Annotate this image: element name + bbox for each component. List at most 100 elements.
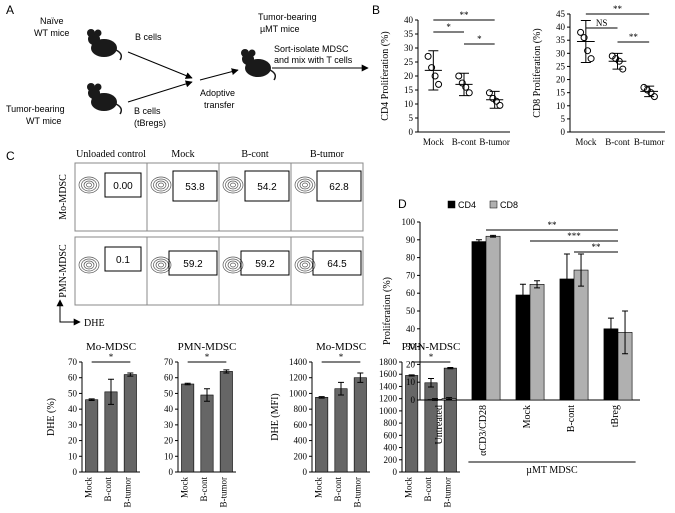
y-tick-label: 70: [68, 357, 78, 367]
gate: [316, 170, 362, 202]
y-tick-label: 20: [406, 359, 416, 369]
x-tick-label: Mock: [84, 477, 94, 498]
significance-label: ***: [567, 231, 581, 241]
error-bar: [428, 50, 439, 91]
group-label: µMT MDSC: [526, 465, 578, 476]
x-tick-label: B-tumor: [479, 137, 510, 147]
x-tick-label: B-tumor: [218, 477, 228, 508]
error-bar: [607, 317, 614, 340]
y-tick-label: 10: [404, 99, 414, 109]
error-bar: [447, 367, 454, 370]
data-point: [580, 34, 588, 42]
error-bar: [127, 372, 134, 377]
schematic-text: (tBregs): [134, 118, 166, 128]
contour: [81, 178, 97, 192]
y-tick-label: 25: [556, 61, 566, 71]
y-tick-label: 30: [406, 342, 416, 352]
contour: [230, 182, 236, 188]
x-tick-label: B-cont: [605, 137, 630, 147]
bar: [529, 283, 545, 401]
y-tick-label: 1200: [379, 394, 398, 404]
y-tick-label: 1800: [379, 357, 398, 367]
contour: [83, 180, 95, 190]
x-tick-label: tBreg: [610, 405, 621, 427]
error-bar: [475, 239, 482, 244]
y-tick-label: 200: [384, 455, 398, 465]
bar: [123, 374, 137, 473]
mouse-icon: [241, 49, 277, 81]
contour: [297, 178, 313, 192]
chart-title: PMN-MDSC: [178, 341, 237, 353]
y-tick-label: 400: [384, 443, 398, 453]
contour: [150, 256, 172, 274]
contour: [158, 262, 164, 268]
error-bar: [357, 372, 364, 383]
y-tick-label: 0: [409, 127, 414, 137]
x-tick-label: Untreated: [434, 405, 445, 444]
y-tick-label: 20: [164, 436, 174, 446]
error-bar: [490, 234, 497, 238]
y-tick-label: 1600: [379, 369, 398, 379]
contour: [222, 176, 244, 194]
x-tick-label: B-cont: [423, 477, 433, 502]
y-tick-label: 70: [164, 357, 174, 367]
contour: [294, 176, 316, 194]
significance-label: NS: [596, 18, 608, 28]
legend-swatch: [447, 200, 456, 209]
plot-frame: [218, 236, 292, 306]
significance-label: *: [429, 352, 434, 362]
error-bar: [408, 374, 415, 377]
y-tick-label: 80: [406, 253, 416, 263]
legend-label: CD8: [500, 200, 518, 210]
significance-label: **: [613, 4, 623, 14]
x-tick-label: Mock: [423, 137, 444, 147]
error-bar: [204, 388, 210, 402]
contour: [299, 260, 311, 270]
panel-label: A: [6, 3, 14, 17]
bar: [573, 269, 589, 401]
y-tick-label: 30: [404, 43, 414, 53]
error-bar: [428, 378, 434, 388]
significance-label: **: [629, 32, 639, 42]
y-tick-label: 10: [556, 101, 566, 111]
x-tick-label: B-cont: [333, 477, 343, 502]
y-tick-label: 1400: [379, 381, 398, 391]
y-tick-label: 1000: [379, 406, 398, 416]
x-tick-label: B-cont: [452, 137, 477, 147]
contour: [153, 178, 169, 192]
y-tick-label: 30: [164, 420, 174, 430]
chart-title: Mo-MDSC: [86, 341, 136, 353]
axis-arrow: [59, 300, 81, 326]
bar: [471, 241, 487, 401]
y-tick-label: 0: [561, 127, 566, 137]
contour: [227, 260, 239, 270]
significance-label: *: [477, 34, 482, 44]
schematic-text: Naïve: [40, 16, 64, 26]
arrow: [127, 80, 193, 103]
y-axis-label: Proliferation (%): [382, 277, 393, 345]
significance-label: **: [592, 242, 602, 252]
gate: [104, 172, 142, 198]
x-tick-label: B-cont: [566, 405, 577, 432]
bar: [315, 397, 329, 473]
y-tick-label: 35: [556, 35, 566, 45]
y-axis-label: CD4 Proliferation (%): [380, 31, 391, 120]
y-tick-label: 40: [556, 22, 566, 32]
bar: [485, 235, 501, 401]
mouse-icon: [87, 83, 123, 115]
y-tick-label: 600: [294, 420, 308, 430]
y-tick-label: 50: [164, 388, 174, 398]
y-tick-label: 0: [169, 467, 174, 477]
panel-label: B: [372, 3, 380, 17]
y-tick-label: 60: [68, 373, 78, 383]
y-tick-label: 10: [164, 451, 174, 461]
x-tick-label: Mock: [404, 477, 414, 498]
gate: [168, 250, 218, 276]
y-axis-label: DHE (%): [46, 398, 57, 436]
y-tick-label: 1400: [289, 357, 308, 367]
y-tick-label: 35: [404, 29, 414, 39]
y-tick-label: 0: [411, 395, 416, 405]
panel-label: D: [398, 197, 407, 211]
schematic-text: transfer: [204, 100, 235, 110]
